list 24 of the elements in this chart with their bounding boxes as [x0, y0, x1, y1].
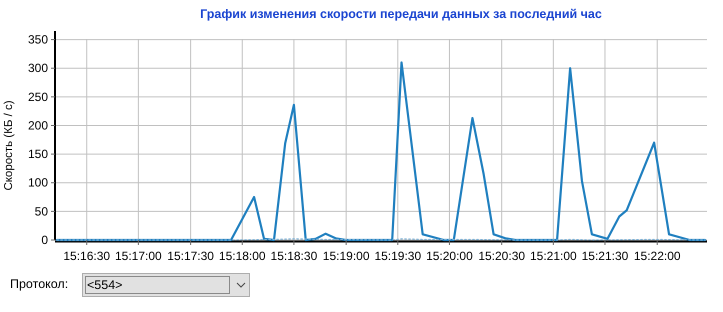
- dropdown-field: <554>: [82, 273, 250, 297]
- y-tick-label: 150: [28, 147, 48, 162]
- y-axis-title: Скорость (КБ / с): [3, 100, 15, 191]
- y-tick-label: 350: [28, 32, 48, 47]
- text: Протокол:: [10, 277, 68, 291]
- x-tick-label: 15:16:30: [63, 249, 110, 263]
- x-tick-label: 15:21:00: [530, 249, 578, 263]
- x-tick-label: 15:22:00: [634, 249, 681, 263]
- x-tick-label: 15:20:30: [478, 249, 526, 263]
- y-tick-label: 0: [41, 233, 48, 247]
- y-tick-label: 100: [28, 176, 48, 190]
- x-tick-label: 15:18:30: [270, 249, 318, 263]
- y-tick-label: 250: [28, 90, 48, 104]
- x-tick-label: 15:19:00: [322, 249, 370, 263]
- x-tick-label: 15:20:00: [426, 249, 474, 263]
- x-tick-label: 15:17:30: [167, 249, 214, 263]
- chart-title: График изменения скорости передачи данных за последний час: [200, 7, 602, 21]
- x-tick-label: 15:21:30: [582, 249, 629, 263]
- x-tick-label: 15:17:00: [115, 249, 162, 263]
- y-tick-label: 50: [34, 204, 48, 218]
- y-tick-label: 300: [28, 61, 48, 76]
- x-tick-label: 15:18:00: [218, 249, 266, 263]
- x-tick-label: 15:19:30: [374, 249, 422, 263]
- y-tick-label: 200: [28, 118, 48, 132]
